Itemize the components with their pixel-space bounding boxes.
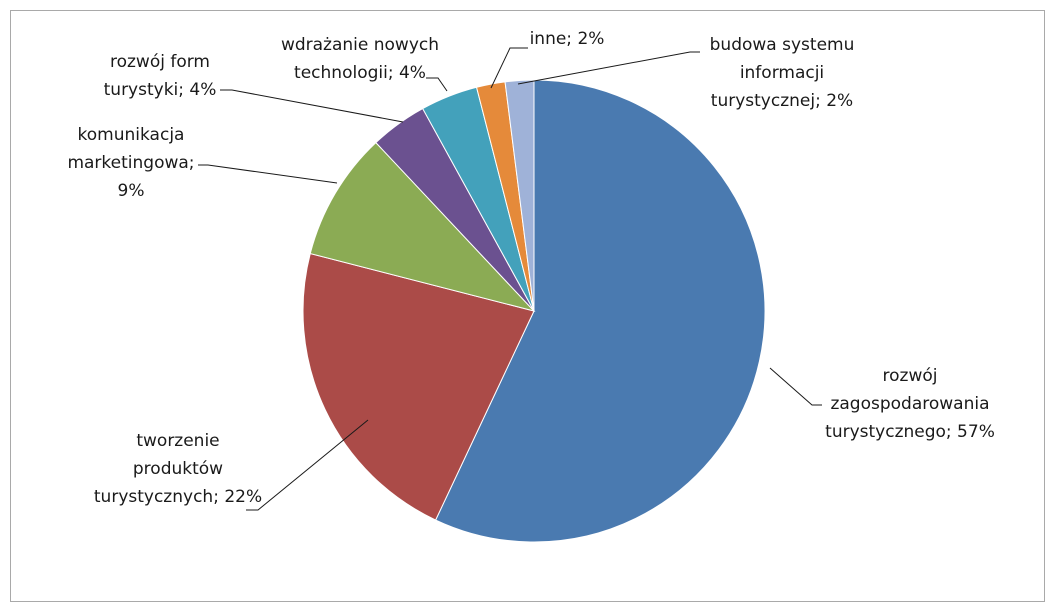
slice-label-line: marketingowa;: [67, 153, 194, 173]
slice-label-line: technologii; 4%: [294, 63, 426, 83]
leader-line: [769, 367, 822, 406]
slice-label-line: komunikacja: [78, 125, 185, 145]
leader-line: [198, 164, 338, 184]
slice-label: rozwój zagospodarowania turystycznego; 57%: [825, 366, 995, 442]
slice-label-line: turystycznych; 22%: [94, 487, 262, 507]
leader-line: [426, 77, 448, 92]
slice-label: wdrażanie nowych technologii; 4%: [281, 35, 439, 83]
slice-label-line: turystycznego; 57%: [825, 422, 995, 442]
slice-label-line: rozwój form: [110, 52, 210, 72]
leader-line: [490, 47, 528, 89]
pie-slice: [309, 141, 536, 312]
slice-label-line: budowa systemu: [710, 35, 855, 55]
slice-label: tworzenie produktów turystycznych; 22%: [94, 431, 262, 507]
slice-label-line: wdrażanie nowych: [281, 35, 439, 55]
labels-layer: rozwój zagospodarowania turystycznego; 57%…: [67, 29, 994, 507]
slice-label: komunikacja marketingowa; 9%: [67, 125, 194, 201]
slice-label: rozwój form turystyki; 4%: [104, 52, 217, 100]
slice-label-line: turystycznej; 2%: [711, 91, 853, 111]
slice-label-line: turystyki; 4%: [104, 80, 217, 100]
leaders-layer: [198, 47, 822, 511]
pie-slice: [434, 79, 766, 543]
leader-line: [220, 89, 404, 123]
slice-label-line: rozwój: [883, 366, 938, 386]
slice-label-line: tworzenie: [136, 431, 219, 451]
slice-label-line: 9%: [118, 181, 145, 201]
slice-label-line: produktów: [133, 459, 223, 479]
slice-label-line: informacji: [740, 63, 824, 83]
slice-label-line: zagospodarowania: [830, 394, 989, 414]
leader-line: [517, 51, 700, 85]
slice-label: inne; 2%: [530, 29, 605, 49]
slices-layer: [302, 79, 766, 543]
leader-line: [246, 419, 369, 511]
slice-label-line: inne; 2%: [530, 29, 605, 49]
pie-slice: [504, 79, 535, 312]
slice-label: budowa systemu informacji turystycznej; 2%: [710, 35, 855, 111]
pie-slice: [302, 252, 535, 521]
